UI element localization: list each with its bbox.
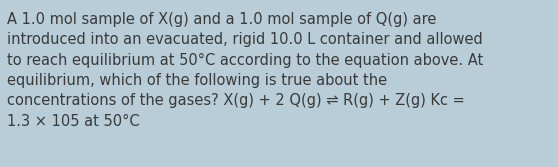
Text: A 1.0 mol sample of X(g) and a 1.0 mol sample of Q(g) are
introduced into an eva: A 1.0 mol sample of X(g) and a 1.0 mol s… [7, 12, 483, 129]
